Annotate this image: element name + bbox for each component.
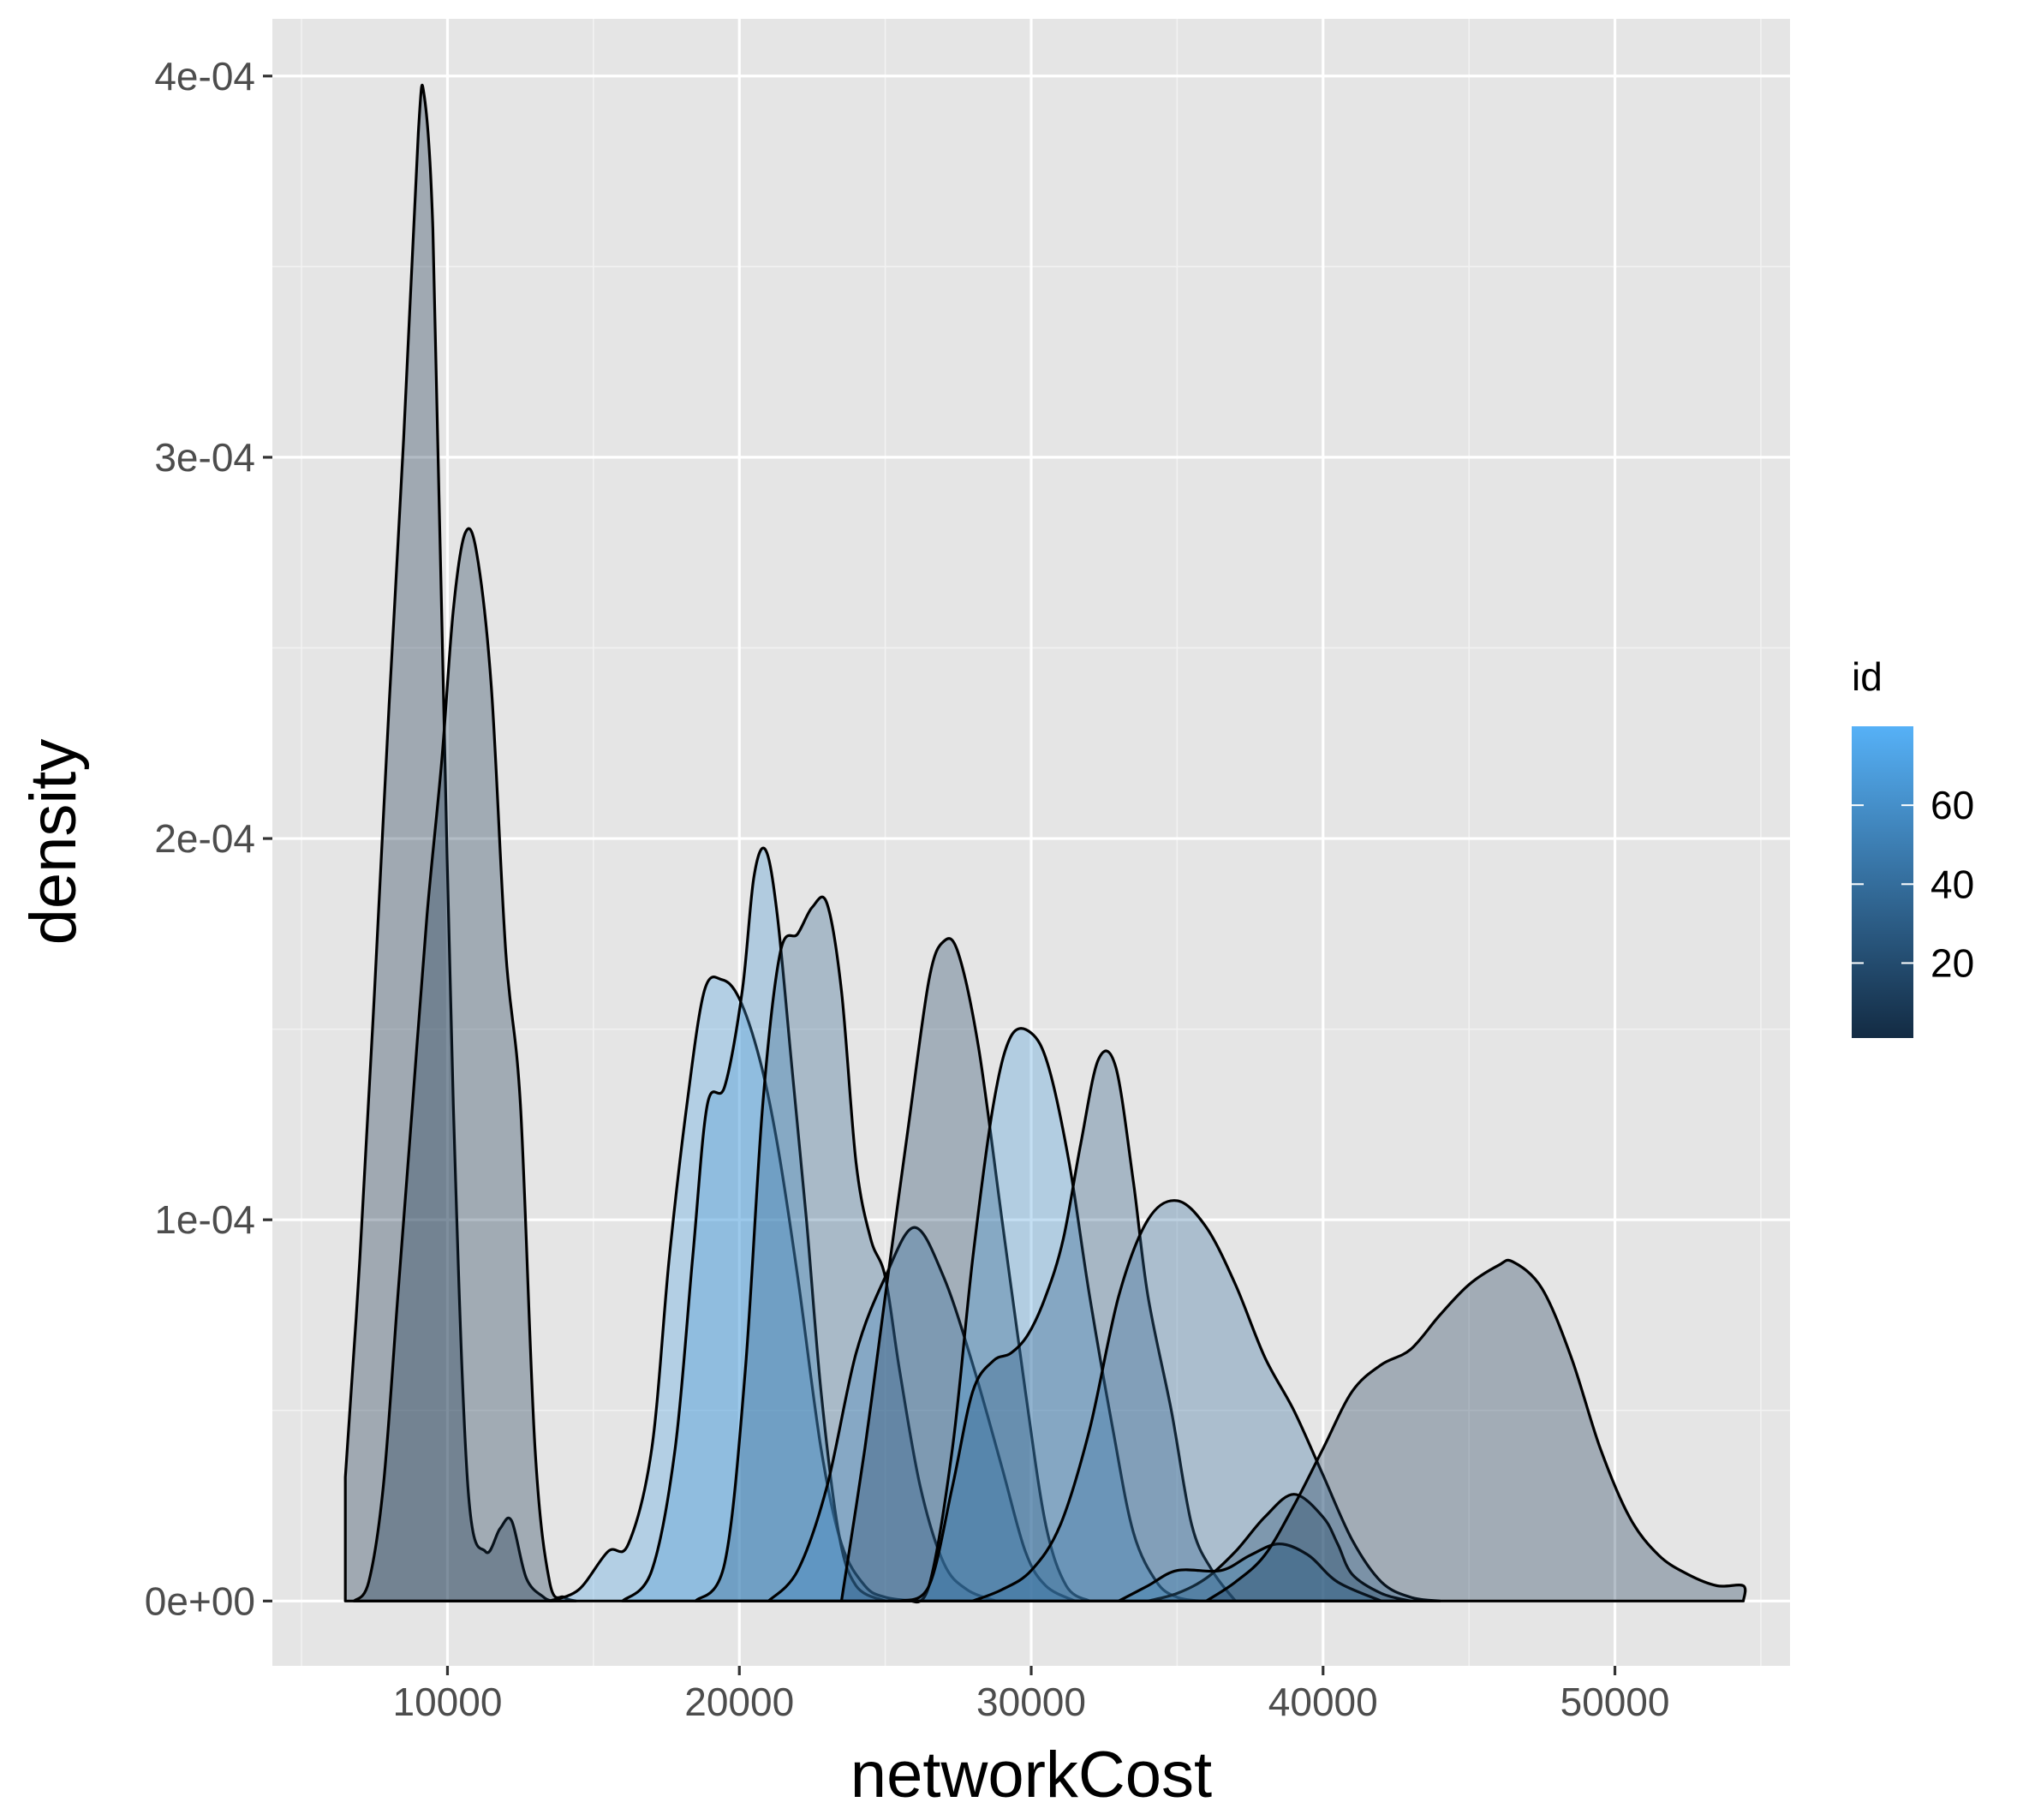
y-tick-label: 3e-04: [154, 435, 255, 480]
x-axis: 10000 20000 30000 40000 50000: [393, 1666, 1670, 1724]
density-area-id-68: [907, 1027, 1202, 1604]
density-area-id-30: [898, 1049, 1238, 1602]
y-axis: 0e+00 1e-04 2e-04 3e-04 4e-04: [145, 54, 272, 1623]
y-tick-label: 2e-04: [154, 816, 255, 861]
x-tick-label: 40000: [1268, 1680, 1378, 1724]
legend-tick-label: 40: [1931, 862, 1974, 906]
legend-title: id: [1852, 654, 1883, 699]
x-tick-label: 30000: [976, 1680, 1086, 1724]
density-area-id-55: [767, 1226, 1077, 1602]
legend-ticks: 20 40 60: [1852, 783, 1974, 985]
x-tick-label: 20000: [684, 1680, 794, 1724]
density-area-id-8: [352, 527, 577, 1602]
density-area-id-10: [1204, 1258, 1747, 1602]
y-tick-label: 0e+00: [145, 1578, 255, 1623]
density-area-id-48: [1117, 1543, 1383, 1602]
legend-colorbar: [1852, 726, 1913, 1038]
density-area-id-35: [694, 895, 998, 1602]
y-tick-label: 4e-04: [154, 54, 255, 98]
density-area-id-42: [971, 1199, 1441, 1602]
y-tick-label: 1e-04: [154, 1197, 255, 1242]
legend-tick-label: 60: [1931, 783, 1974, 827]
density-series: [343, 83, 1747, 1604]
legend: id 20 40 60: [1852, 654, 1974, 1038]
y-axis-title: density: [17, 739, 90, 946]
density-area-id-20: [1146, 1493, 1412, 1602]
x-tick-label: 50000: [1561, 1680, 1670, 1724]
density-area-id-5: [343, 83, 554, 1602]
x-axis-title: networkCost: [850, 1739, 1212, 1811]
x-tick-label: 10000: [393, 1680, 503, 1724]
density-area-id-15: [839, 937, 1091, 1602]
legend-tick-label: 20: [1931, 940, 1974, 985]
